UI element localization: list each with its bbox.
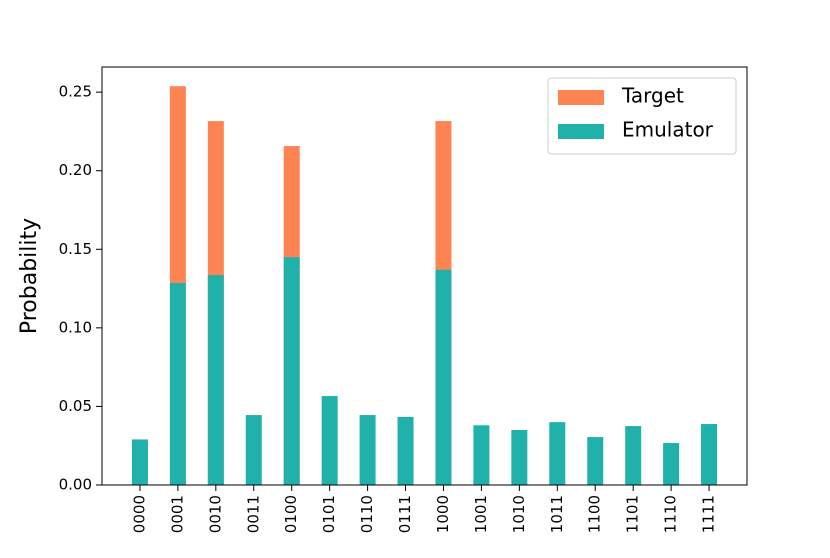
x-tick-label: 1111 [700,495,718,533]
legend-label: Target [621,84,684,108]
bar [321,396,338,485]
x-tick-label: 0001 [168,495,186,533]
x-tick-label: 1000 [434,495,452,533]
bar [207,275,224,485]
x-tick-label: 1110 [662,495,680,533]
y-tick-label: 0.15 [59,240,92,258]
x-tick-label: 0110 [358,495,376,533]
bar [511,430,528,485]
bar [625,426,642,485]
y-tick-label: 0.00 [59,476,92,494]
legend-swatch [558,90,604,105]
bar [359,415,376,485]
y-tick-label: 0.10 [59,318,92,336]
x-tick-label: 0100 [282,495,300,533]
x-tick-label: 1101 [624,495,642,533]
y-tick-label: 0.20 [59,161,92,179]
x-tick-label: 1011 [548,495,566,533]
x-tick-label: 1100 [586,495,604,533]
bar [473,425,490,485]
x-tick-label: 1001 [472,495,490,533]
bar [169,283,186,485]
x-tick-label: 0011 [244,495,262,533]
x-tick-label: 0010 [206,495,224,533]
bar [587,437,604,485]
bar [435,269,452,485]
y-tick-label: 0.05 [59,397,92,415]
x-tick-label: 1010 [510,495,528,533]
bar [131,439,148,485]
bar [397,416,414,485]
bar [549,422,566,485]
y-tick-label: 0.25 [59,83,92,101]
x-tick-label: 0111 [396,495,414,533]
x-tick-label: 0101 [320,495,338,533]
bar [283,257,300,485]
y-axis-label: Probability [17,218,42,334]
plot-frame [101,66,748,486]
bar [663,443,680,485]
bar [245,415,262,485]
legend-label: Emulator [622,118,714,142]
legend-swatch [558,124,604,139]
bar [701,424,718,485]
x-tick-label: 0000 [130,495,148,533]
